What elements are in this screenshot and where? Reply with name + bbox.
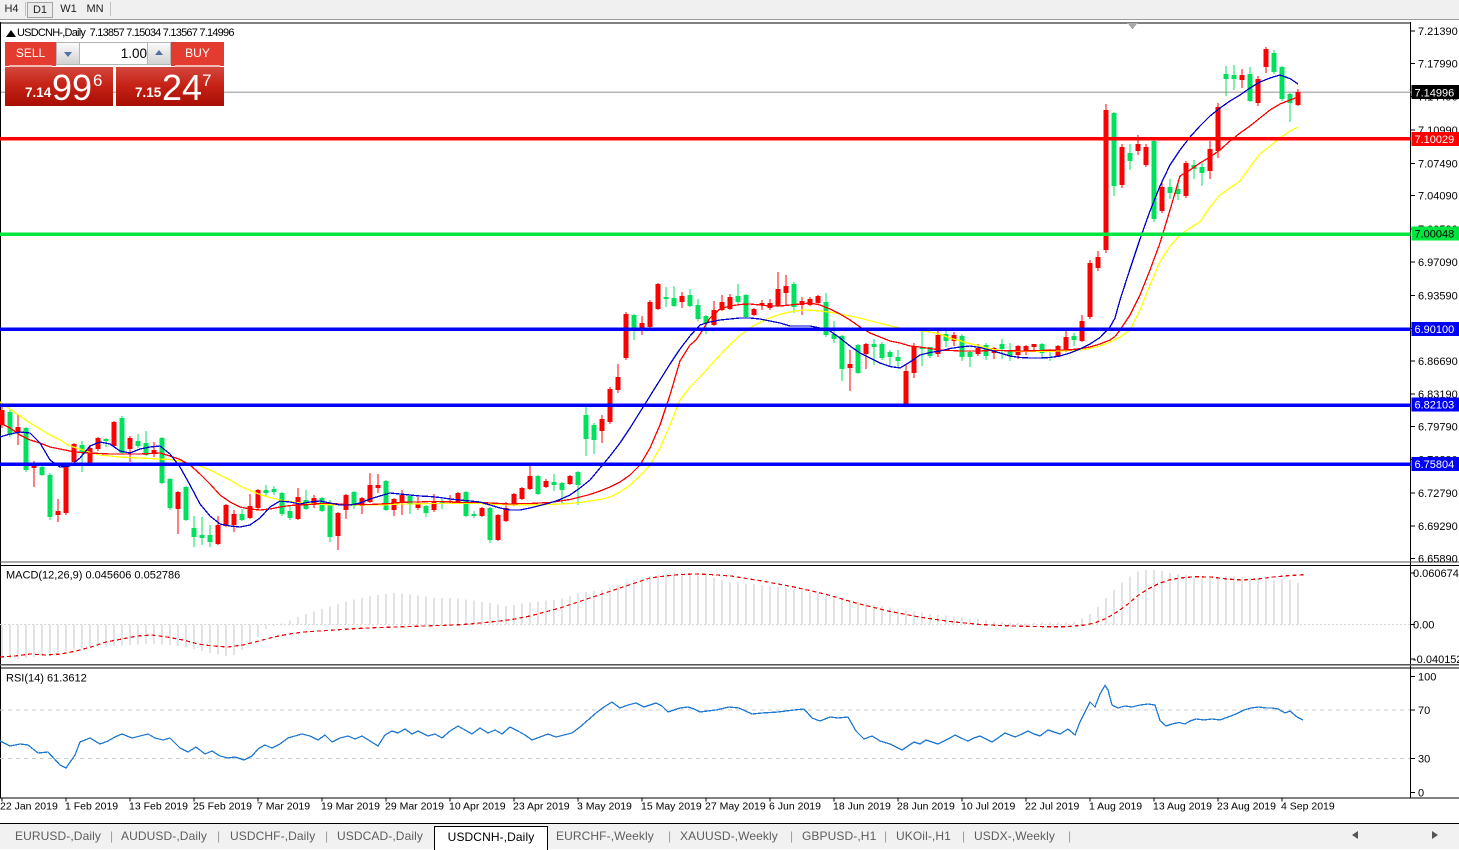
svg-text:18 Jun 2019: 18 Jun 2019 <box>833 801 891 813</box>
svg-text:6.75804: 6.75804 <box>1415 459 1455 471</box>
svg-text:6.93590: 6.93590 <box>1418 290 1458 302</box>
svg-text:13 Aug 2019: 13 Aug 2019 <box>1153 801 1212 813</box>
svg-text:70: 70 <box>1418 705 1430 717</box>
svg-text:0: 0 <box>1418 788 1424 800</box>
svg-text:RSI(14) 61.3612: RSI(14) 61.3612 <box>6 673 87 685</box>
svg-text:6.86690: 6.86690 <box>1418 356 1458 368</box>
svg-text:6.97090: 6.97090 <box>1418 257 1458 269</box>
svg-text:6.82103: 6.82103 <box>1415 400 1455 412</box>
svg-text:6.90100: 6.90100 <box>1415 324 1455 336</box>
svg-text:3 May 2019: 3 May 2019 <box>577 801 632 813</box>
svg-text:22 Jan 2019: 22 Jan 2019 <box>0 801 58 813</box>
svg-text:100: 100 <box>1418 672 1436 684</box>
svg-text:7.07490: 7.07490 <box>1418 158 1458 170</box>
svg-text:7.17990: 7.17990 <box>1418 59 1458 71</box>
svg-text:23 Aug 2019: 23 Aug 2019 <box>1217 801 1276 813</box>
svg-text:30: 30 <box>1418 754 1430 766</box>
svg-text:22 Jul 2019: 22 Jul 2019 <box>1025 801 1079 813</box>
svg-text:25 Feb 2019: 25 Feb 2019 <box>193 801 252 813</box>
svg-text:28 Jun 2019: 28 Jun 2019 <box>897 801 955 813</box>
svg-text:6.72790: 6.72790 <box>1418 488 1458 500</box>
svg-text:29 Mar 2019: 29 Mar 2019 <box>385 801 444 813</box>
svg-text:7.10029: 7.10029 <box>1415 134 1455 146</box>
svg-text:10 Apr 2019: 10 Apr 2019 <box>449 801 506 813</box>
svg-text:6.69290: 6.69290 <box>1418 521 1458 533</box>
svg-text:10 Jul 2019: 10 Jul 2019 <box>961 801 1015 813</box>
svg-text:4 Sep 2019: 4 Sep 2019 <box>1281 801 1335 813</box>
svg-text:7.04090: 7.04090 <box>1418 191 1458 203</box>
svg-text:19 Mar 2019: 19 Mar 2019 <box>321 801 380 813</box>
svg-text:-0.040152: -0.040152 <box>1413 654 1459 666</box>
svg-text:MACD(12,26,9) 0.045606 0.05278: MACD(12,26,9) 0.045606 0.052786 <box>6 570 180 582</box>
svg-text:13 Feb 2019: 13 Feb 2019 <box>129 801 188 813</box>
svg-text:27 May 2019: 27 May 2019 <box>705 801 766 813</box>
svg-text:7 Mar 2019: 7 Mar 2019 <box>257 801 310 813</box>
svg-text:6 Jun 2019: 6 Jun 2019 <box>769 801 821 813</box>
svg-text:0.060674: 0.060674 <box>1413 568 1459 580</box>
svg-text:6.65890: 6.65890 <box>1418 553 1458 565</box>
svg-text:1 Feb 2019: 1 Feb 2019 <box>65 801 118 813</box>
svg-text:6.79790: 6.79790 <box>1418 421 1458 433</box>
svg-text:7.00048: 7.00048 <box>1415 229 1455 241</box>
svg-text:15 May 2019: 15 May 2019 <box>641 801 702 813</box>
svg-text:23 Apr 2019: 23 Apr 2019 <box>513 801 570 813</box>
svg-text:0.00: 0.00 <box>1413 620 1434 632</box>
svg-text:7.21390: 7.21390 <box>1418 26 1458 38</box>
svg-text:7.14996: 7.14996 <box>1415 87 1455 99</box>
svg-text:1 Aug 2019: 1 Aug 2019 <box>1089 801 1142 813</box>
